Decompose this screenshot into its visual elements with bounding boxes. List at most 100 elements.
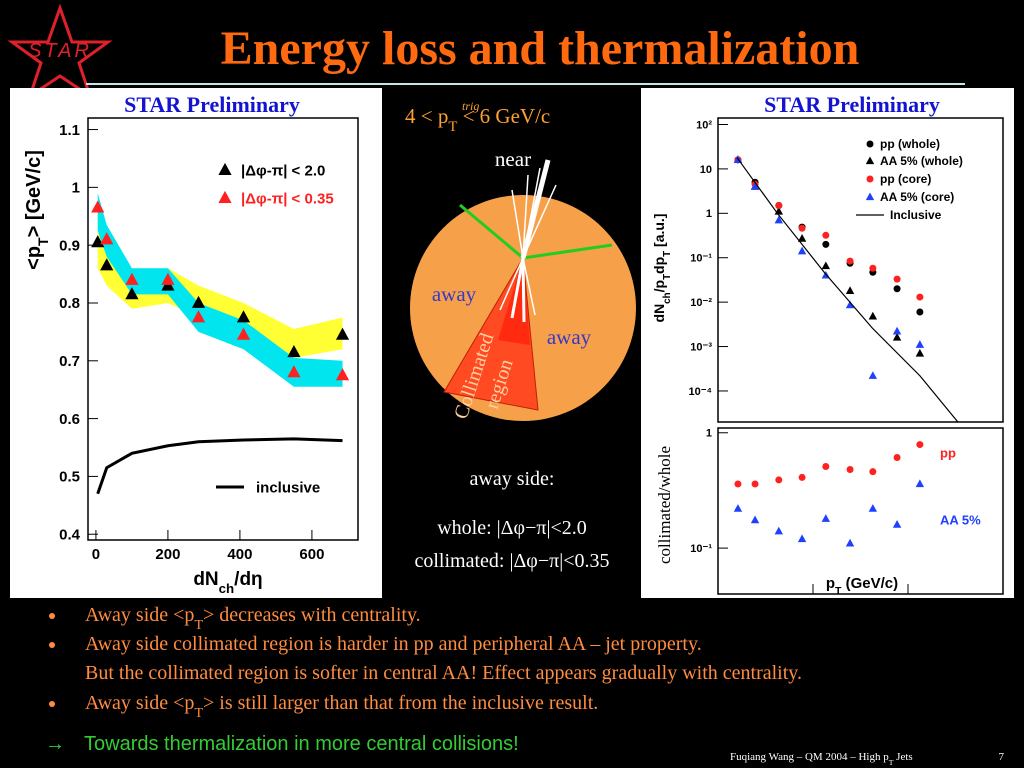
marker: [865, 156, 875, 165]
text-part: T: [835, 585, 842, 597]
marker: [892, 332, 902, 341]
text-part: T: [448, 119, 457, 135]
marker: [868, 311, 878, 320]
marker: [892, 326, 902, 335]
arrow: [522, 174, 529, 259]
marker: [865, 192, 875, 201]
text-part: Fuqiang Wang – QM 2004 – High p: [730, 751, 889, 763]
bullet-text: Away side <pT> is still larger than that…: [85, 692, 598, 721]
logo-star: [7, 3, 113, 100]
x-tick-label: 0: [92, 546, 100, 563]
marker: [733, 504, 743, 512]
marker: [218, 162, 232, 175]
marker: [822, 240, 830, 248]
marker: [125, 287, 139, 300]
marker: [821, 514, 831, 522]
legend-label: Inclusive: [890, 208, 942, 222]
marker: [775, 476, 783, 484]
marker: [774, 215, 783, 224]
legend-label: |Δφ-π| < 0.35: [241, 190, 334, 207]
text-part: Jets: [893, 751, 912, 763]
marker: [822, 463, 830, 471]
legend-label: AA 5% (core): [880, 190, 954, 204]
marker: [846, 466, 854, 474]
marker: [868, 504, 878, 512]
text-part: < 6 GeV/c: [457, 104, 550, 128]
marker: [236, 310, 251, 323]
text-part: dN: [651, 304, 667, 323]
x-tick-label: 6: [1000, 600, 1006, 612]
conclusion-marker: →: [45, 733, 65, 755]
bullet-text: Away side collimated region is harder in…: [85, 633, 702, 655]
marker: [798, 473, 806, 481]
away-label: away: [547, 325, 592, 349]
y-tick-label: 10⁻¹: [690, 543, 712, 555]
marker: [797, 534, 807, 543]
text-part: T: [662, 251, 673, 257]
x-tick-label: 2: [810, 600, 816, 612]
legend-label: AA 5%: [940, 513, 981, 528]
marker: [100, 258, 114, 271]
text-part: Away side <p: [85, 692, 194, 714]
marker: [774, 526, 783, 535]
x-tick-label: 0: [715, 600, 721, 612]
marker: [335, 368, 350, 381]
y-tick-label: 10⁻¹: [690, 253, 712, 265]
text-part: ch: [219, 581, 235, 596]
chart-title: STAR Preliminary: [124, 92, 300, 117]
marker: [822, 231, 830, 239]
text-part: <p: [23, 246, 45, 270]
text-part: T: [889, 758, 894, 767]
marker: [821, 261, 831, 270]
marker: [916, 293, 924, 301]
marker: [915, 479, 925, 488]
y-axis-label: collimated/whole: [655, 446, 674, 564]
whole-cut: whole: |Δφ−π|<2.0: [437, 517, 587, 539]
y-axis-label: <pT> [GeV/c]: [23, 150, 51, 270]
arrow: [522, 257, 536, 316]
x-tick-label: 200: [155, 546, 180, 563]
marker: [797, 246, 807, 255]
marker: [125, 272, 139, 285]
marker: [866, 175, 874, 183]
marker: [335, 327, 350, 340]
marker: [916, 441, 924, 449]
x-tick-label: 600: [299, 546, 324, 563]
slide-title: Energy loss and thermalization: [221, 22, 860, 75]
text-part: Away side <p: [85, 604, 194, 626]
page-number: 7: [999, 751, 1005, 763]
near-label: near: [495, 147, 531, 171]
near-arrows: [499, 159, 557, 323]
text-part: (GeV/c): [841, 575, 898, 592]
text-part: dp: [651, 257, 667, 274]
text-part: T: [194, 618, 203, 633]
text-part: /dη: [234, 569, 263, 590]
marker: [868, 371, 878, 379]
marker: [869, 264, 877, 272]
legend-label: AA 5% (whole): [880, 154, 963, 168]
marker: [892, 520, 902, 528]
marker: [846, 257, 854, 265]
diagram-header: 4 < pT < 6 GeV/c: [405, 104, 550, 135]
x-tick-label: 400: [227, 546, 252, 563]
arrow: [511, 189, 524, 259]
y-tick-label: 10²: [696, 119, 712, 131]
y-tick-label: 10⁻³: [690, 341, 712, 353]
marker: [161, 272, 175, 285]
text-part: > decreases with centrality.: [203, 604, 421, 626]
conclusion: Towards thermalization in more central c…: [84, 733, 519, 755]
x-axis-label: pT (GeV/c): [826, 575, 898, 597]
marker: [775, 201, 783, 209]
right-panel: [641, 88, 1014, 598]
text-part: ch: [662, 292, 673, 303]
text-part: T: [194, 706, 203, 721]
text-part: But the collimated region is softer in c…: [85, 662, 802, 684]
text-part: T: [662, 274, 673, 280]
y-tick-label: 0.7: [59, 353, 80, 370]
header-sup: trig: [462, 99, 479, 113]
marker: [100, 232, 114, 245]
marker: [218, 190, 232, 203]
marker: [845, 300, 855, 309]
line-series: [96, 437, 343, 495]
